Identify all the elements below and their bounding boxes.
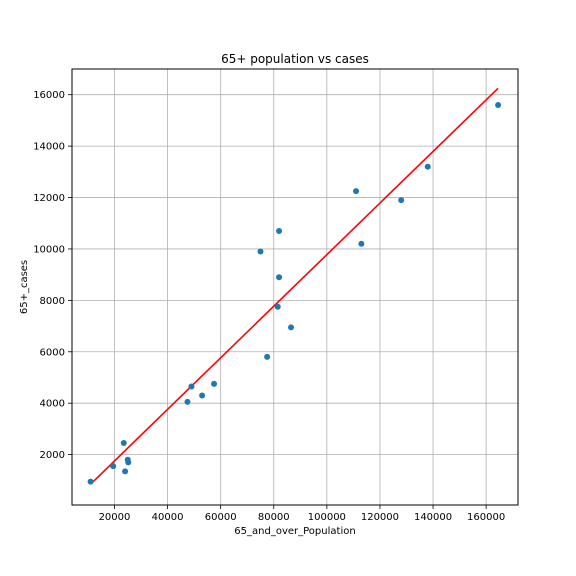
y-axis-ticks: 2000 4000 6000 8000 10000 12000 14000 16000	[33, 90, 72, 461]
y-axis-label: 65+_cases	[19, 260, 30, 314]
x-tick-label: 120000	[361, 512, 399, 523]
scatter-point	[87, 478, 94, 485]
x-axis-label: 65_and_over_Population	[234, 526, 355, 537]
scatter-point	[398, 197, 405, 204]
y-tick-label: 4000	[40, 399, 65, 410]
x-axis-ticks: 20000 40000 60000 80000 100000 120000 140000 16…	[99, 505, 505, 523]
y-tick-label: 8000	[40, 296, 65, 307]
scatter-point	[276, 274, 283, 281]
x-tick-label: 80000	[258, 512, 290, 523]
y-tick-label: 6000	[40, 347, 65, 358]
scatter-point	[288, 324, 295, 331]
scatter-point	[424, 163, 431, 170]
chart-title: 65+ population vs cases	[221, 52, 369, 66]
grid-lines	[72, 69, 518, 505]
scatter-point	[264, 353, 271, 360]
y-tick-label: 2000	[40, 450, 65, 461]
scatter-point	[125, 459, 132, 466]
scatter-point	[122, 468, 129, 475]
x-tick-label: 20000	[99, 512, 131, 523]
y-tick-label: 16000	[33, 90, 65, 101]
x-tick-label: 60000	[205, 512, 237, 523]
x-tick-label: 140000	[414, 512, 452, 523]
scatter-point	[274, 303, 281, 310]
scatter-point	[211, 380, 218, 387]
scatter-point	[495, 101, 502, 108]
plot-frame	[71, 68, 519, 506]
y-tick-label: 10000	[33, 244, 65, 255]
x-tick-label: 100000	[308, 512, 346, 523]
x-tick-label: 40000	[152, 512, 184, 523]
scatter-point	[188, 383, 195, 390]
scatter-point	[276, 227, 283, 234]
y-tick-label: 14000	[33, 142, 65, 153]
scatter-point	[110, 463, 117, 470]
x-tick-label: 160000	[467, 512, 505, 523]
scatter-point	[199, 392, 206, 399]
scatter-point	[358, 240, 365, 247]
data-points	[87, 101, 502, 485]
scatter-point	[257, 248, 264, 255]
scatter-point	[184, 398, 191, 405]
scatter-point	[120, 440, 127, 447]
y-tick-label: 12000	[33, 193, 65, 204]
fit-line	[90, 87, 499, 485]
regression-line	[90, 87, 499, 485]
scatter-point	[353, 188, 360, 195]
